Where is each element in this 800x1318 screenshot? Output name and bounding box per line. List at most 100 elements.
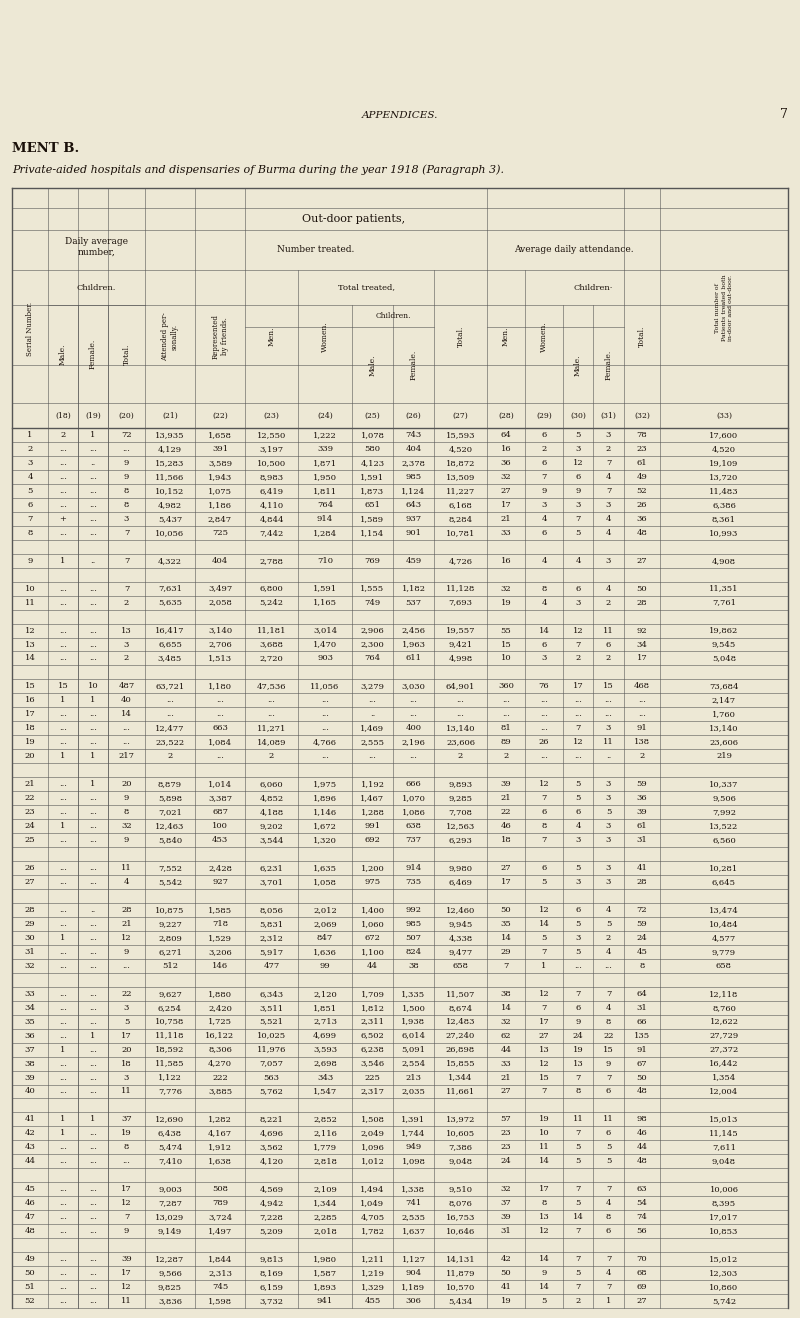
Text: Total treated,: Total treated, — [338, 283, 394, 291]
Text: 49: 49 — [25, 1255, 35, 1263]
Text: 16: 16 — [501, 556, 511, 564]
Text: 2,809: 2,809 — [158, 934, 182, 942]
Text: ...: ... — [89, 1213, 97, 1222]
Text: 68: 68 — [637, 1269, 647, 1277]
Text: (30): (30) — [570, 411, 586, 419]
Text: 5: 5 — [542, 934, 546, 942]
Text: 4,908: 4,908 — [712, 556, 736, 564]
Text: 847: 847 — [317, 934, 333, 942]
Text: ...: ... — [59, 1185, 67, 1193]
Text: ...: ... — [59, 1213, 67, 1222]
Text: ...: ... — [59, 1255, 67, 1263]
Text: 12,550: 12,550 — [257, 431, 286, 439]
Text: 91: 91 — [637, 725, 647, 733]
Text: 27,240: 27,240 — [446, 1032, 475, 1040]
Text: 31: 31 — [637, 836, 647, 844]
Text: 638: 638 — [406, 822, 422, 830]
Text: ...: ... — [59, 1282, 67, 1292]
Text: 2,317: 2,317 — [361, 1087, 385, 1095]
Text: ...: ... — [89, 795, 97, 803]
Text: 3,593: 3,593 — [313, 1045, 337, 1053]
Text: 12: 12 — [573, 738, 583, 746]
Text: 12: 12 — [538, 990, 550, 998]
Text: ...: ... — [59, 473, 67, 481]
Text: 1,049: 1,049 — [361, 1199, 385, 1207]
Text: ...: ... — [59, 585, 67, 593]
Text: 18: 18 — [501, 836, 511, 844]
Text: Female.: Female. — [605, 349, 613, 380]
Text: 7,776: 7,776 — [158, 1087, 182, 1095]
Text: ...: ... — [59, 459, 67, 467]
Text: 1,591: 1,591 — [313, 585, 337, 593]
Text: 611: 611 — [406, 655, 422, 663]
Text: 468: 468 — [634, 683, 650, 691]
Text: 651: 651 — [365, 501, 381, 509]
Text: 643: 643 — [406, 501, 422, 509]
Text: 5: 5 — [27, 486, 33, 494]
Text: ...: ... — [122, 445, 130, 453]
Text: 8: 8 — [639, 962, 645, 970]
Text: 12,463: 12,463 — [155, 822, 185, 830]
Text: 8,284: 8,284 — [449, 515, 473, 523]
Text: 8,395: 8,395 — [712, 1199, 736, 1207]
Text: 11,507: 11,507 — [446, 990, 475, 998]
Text: 949: 949 — [406, 1144, 422, 1152]
Text: ...: ... — [89, 1199, 97, 1207]
Text: 1: 1 — [606, 1297, 611, 1305]
Text: 3: 3 — [606, 556, 611, 564]
Text: ...: ... — [89, 1017, 97, 1025]
Text: 1: 1 — [90, 1115, 96, 1123]
Text: 7,228: 7,228 — [259, 1213, 283, 1222]
Text: 27: 27 — [538, 1032, 550, 1040]
Text: 78: 78 — [637, 431, 647, 439]
Text: 11: 11 — [603, 1115, 614, 1123]
Text: 12,563: 12,563 — [446, 822, 475, 830]
Text: 19: 19 — [538, 1115, 550, 1123]
Text: (26): (26) — [406, 411, 422, 419]
Text: 914: 914 — [317, 515, 333, 523]
Text: ...: ... — [59, 1087, 67, 1095]
Text: 5: 5 — [606, 1157, 611, 1165]
Text: Male.: Male. — [369, 355, 377, 376]
Text: ...: ... — [89, 962, 97, 970]
Text: 7: 7 — [575, 725, 581, 733]
Text: 1,086: 1,086 — [402, 808, 426, 816]
Text: 1,182: 1,182 — [402, 585, 426, 593]
Text: 16,417: 16,417 — [155, 626, 185, 634]
Text: 9,980: 9,980 — [449, 865, 473, 873]
Text: 1,598: 1,598 — [208, 1297, 232, 1305]
Text: 1,950: 1,950 — [313, 473, 337, 481]
Text: 2,069: 2,069 — [313, 920, 337, 928]
Text: 4,520: 4,520 — [712, 445, 736, 453]
Text: 29: 29 — [501, 948, 511, 956]
Text: 222: 222 — [212, 1074, 228, 1082]
Text: 27: 27 — [637, 1297, 647, 1305]
Text: 1,844: 1,844 — [208, 1255, 232, 1263]
Text: 11,128: 11,128 — [446, 585, 475, 593]
Text: ...: ... — [638, 696, 646, 704]
Text: (20): (20) — [118, 411, 134, 419]
Text: 13,029: 13,029 — [155, 1213, 185, 1222]
Text: 1,812: 1,812 — [361, 1004, 385, 1012]
Text: 2,312: 2,312 — [259, 934, 283, 942]
Text: 15: 15 — [501, 641, 511, 648]
Text: 9,003: 9,003 — [158, 1185, 182, 1193]
Text: 1,585: 1,585 — [208, 905, 232, 913]
Text: 5,048: 5,048 — [712, 655, 736, 663]
Text: 6: 6 — [542, 808, 546, 816]
Text: ...: ... — [410, 753, 418, 760]
Text: ...: ... — [59, 626, 67, 634]
Text: 13,474: 13,474 — [709, 905, 739, 913]
Text: 28: 28 — [121, 905, 132, 913]
Text: 10,993: 10,993 — [710, 529, 738, 536]
Text: 404: 404 — [406, 445, 422, 453]
Text: (32): (32) — [634, 411, 650, 419]
Text: 35: 35 — [501, 920, 511, 928]
Text: 10,758: 10,758 — [155, 1017, 185, 1025]
Text: 3,544: 3,544 — [259, 836, 284, 844]
Text: 4: 4 — [606, 948, 611, 956]
Text: ..: .. — [90, 556, 96, 564]
Text: 45: 45 — [25, 1185, 35, 1193]
Text: (23): (23) — [263, 411, 279, 419]
Text: 1,060: 1,060 — [361, 920, 384, 928]
